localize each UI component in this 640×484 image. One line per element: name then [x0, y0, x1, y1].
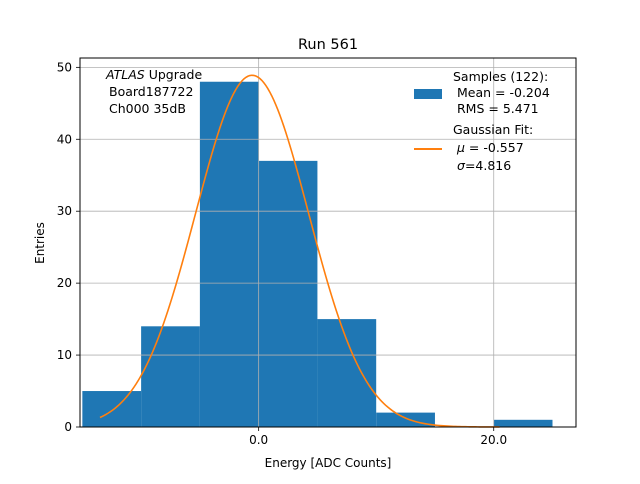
legend-histogram-rms: RMS = 5.471	[457, 101, 539, 116]
sigma-symbol: σ	[457, 158, 466, 173]
sigma-value: =4.816	[465, 158, 511, 173]
legend-histogram-mean: Mean = -0.204	[457, 85, 550, 100]
legend: Samples (122): Mean = -0.204 RMS = 5.471…	[414, 69, 550, 173]
histogram-bar	[141, 326, 200, 427]
mu-value: = -0.557	[465, 140, 524, 155]
y-tick-label: 10	[57, 348, 72, 362]
legend-fit-sigma: σ=4.816	[457, 158, 511, 173]
histogram-bar	[493, 419, 553, 427]
histogram-bar	[317, 319, 377, 427]
board-annotation: Board187722	[109, 84, 193, 99]
y-tick-label: 0	[64, 420, 72, 434]
histogram-bar	[258, 160, 318, 427]
histogram-bar	[82, 391, 142, 427]
y-tick-label: 50	[57, 60, 72, 74]
gaussian-fit-curve	[99, 74, 500, 428]
x-axis-label: Energy [ADC Counts]	[265, 456, 392, 470]
y-axis-label: Entries	[33, 222, 47, 264]
experiment-annotation: ATLAS Upgrade	[105, 67, 202, 82]
y-tick-label: 40	[57, 132, 72, 146]
legend-fit-mu: μ = -0.557	[456, 140, 524, 155]
axes-frame	[79, 57, 577, 428]
experiment-suffix: Upgrade	[145, 67, 203, 82]
legend-histogram-swatch	[414, 89, 442, 99]
mu-symbol: μ	[456, 140, 465, 155]
legend-histogram-title: Samples (122):	[453, 69, 548, 84]
channel-annotation: Ch000 35dB	[109, 101, 186, 116]
x-tick-label: 20.0	[480, 433, 507, 447]
histogram-bar	[376, 412, 435, 427]
chart-title: Run 561	[298, 37, 358, 53]
y-tick-label: 30	[57, 204, 72, 218]
histogram-bar	[199, 81, 259, 427]
x-tick-label: 0.0	[249, 433, 268, 447]
y-tick-label: 20	[57, 276, 72, 290]
legend-fit-title: Gaussian Fit:	[453, 122, 533, 137]
experiment-name: ATLAS	[105, 67, 145, 82]
